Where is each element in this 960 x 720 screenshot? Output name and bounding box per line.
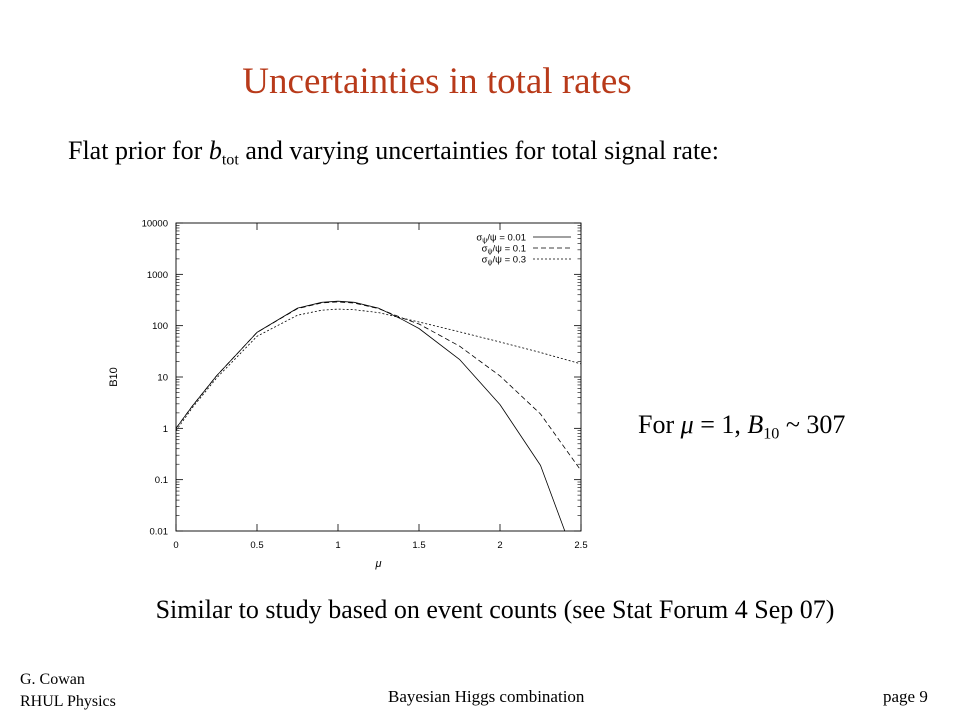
subtitle-post: and varying uncertainties for total sign… xyxy=(238,136,719,165)
note-var-sub: 10 xyxy=(763,425,780,443)
x-tick-label: 1 xyxy=(335,540,340,551)
y-tick-label: 100 xyxy=(152,321,168,332)
x-tick-label: 2.5 xyxy=(574,540,587,551)
y-tick-label: 0.01 xyxy=(150,527,169,538)
y-axis-label: B10 xyxy=(108,367,120,387)
footer-page-number: page 9 xyxy=(883,687,928,706)
legend-label-1: σψ/ψ = 0.01 xyxy=(476,233,526,245)
footer-author-block: G. Cowan RHUL Physics xyxy=(20,669,116,713)
series-line-2 xyxy=(175,301,582,471)
x-axis-label: μ xyxy=(374,558,381,570)
x-tick-label: 1.5 xyxy=(412,540,425,551)
footer-topic: Bayesian Higgs combination xyxy=(388,687,585,706)
note-mu: μ xyxy=(680,410,694,439)
note-pre: For xyxy=(638,410,681,439)
series-line-3 xyxy=(175,308,582,431)
footer-affiliation: RHUL Physics xyxy=(20,693,116,710)
x-tick-label: 2 xyxy=(497,540,502,551)
plot-frame xyxy=(175,222,582,532)
slide-title: Uncertainties in total rates xyxy=(242,61,632,102)
x-tick-label: 0 xyxy=(173,540,178,551)
subtitle-var-sub: tot xyxy=(221,151,239,169)
subtitle-var: b xyxy=(208,136,222,165)
conclusion-text: Similar to study based on event counts (… xyxy=(155,595,835,624)
y-tick-label: 10000 xyxy=(142,219,168,230)
result-note: For μ = 1, B10 ~ 307 xyxy=(638,410,845,444)
legend-label-3: σψ/ψ = 0.3 xyxy=(482,255,526,267)
note-post: ~ 307 xyxy=(779,410,846,439)
y-tick-label: 0.1 xyxy=(155,475,168,486)
footer-author: G. Cowan xyxy=(20,671,85,688)
y-tick-label: 1 xyxy=(163,424,168,435)
y-tick-label: 10 xyxy=(157,373,168,384)
y-tick-label: 1000 xyxy=(147,270,168,281)
note-mid: = 1, xyxy=(693,410,748,439)
series-line-1 xyxy=(175,300,566,532)
x-tick-label: 0.5 xyxy=(250,540,263,551)
note-var: B xyxy=(747,410,764,439)
legend-label-2: σψ/ψ = 0.1 xyxy=(482,244,526,256)
subtitle-pre: Flat prior for xyxy=(68,136,209,165)
slide-subtitle: Flat prior for btot and varying uncertai… xyxy=(68,136,719,170)
